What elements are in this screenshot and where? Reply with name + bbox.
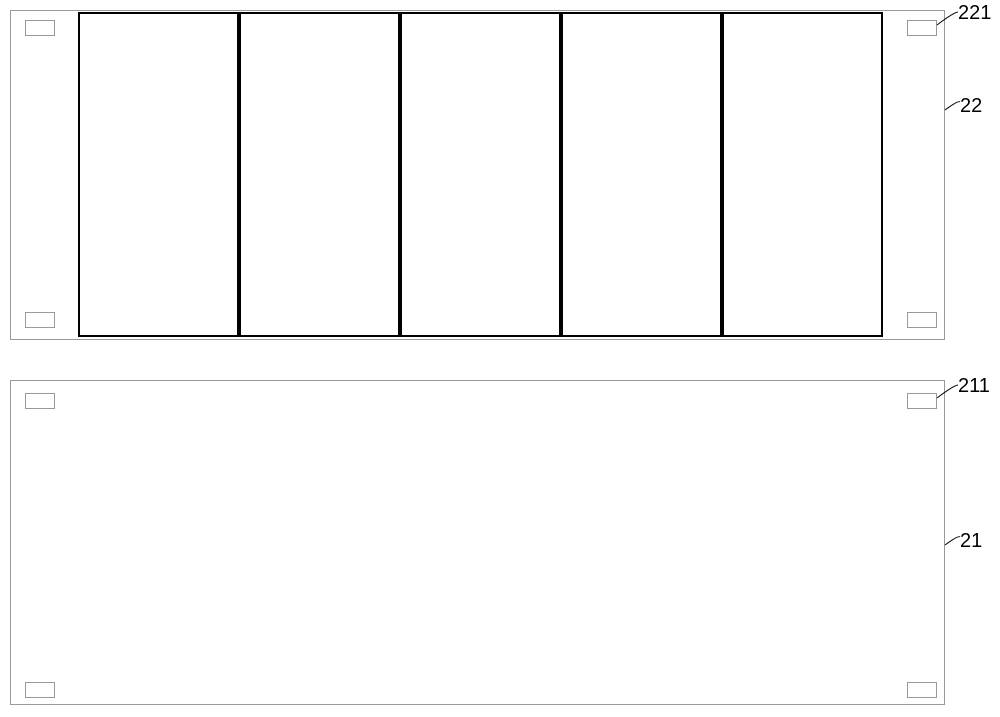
top-panel-tab bbox=[25, 20, 55, 36]
ref-label-21: 21 bbox=[960, 530, 982, 553]
top-panel-cell bbox=[78, 12, 239, 337]
top-panel-cell bbox=[722, 12, 883, 337]
top-panel-tab bbox=[907, 20, 937, 36]
bottom-panel-tab bbox=[907, 393, 937, 409]
ref-label-22: 22 bbox=[960, 95, 982, 118]
top-panel-cell bbox=[400, 12, 561, 337]
top-panel-cell bbox=[239, 12, 400, 337]
ref-label-221: 221 bbox=[958, 2, 991, 25]
bottom-panel-tab bbox=[25, 682, 55, 698]
top-panel-tab bbox=[25, 312, 55, 328]
bottom-panel-tab bbox=[25, 393, 55, 409]
bottom-panel bbox=[10, 380, 945, 705]
top-panel-tab bbox=[907, 312, 937, 328]
bottom-panel-tab bbox=[907, 682, 937, 698]
ref-label-211: 211 bbox=[958, 375, 990, 398]
top-panel-cell bbox=[561, 12, 722, 337]
